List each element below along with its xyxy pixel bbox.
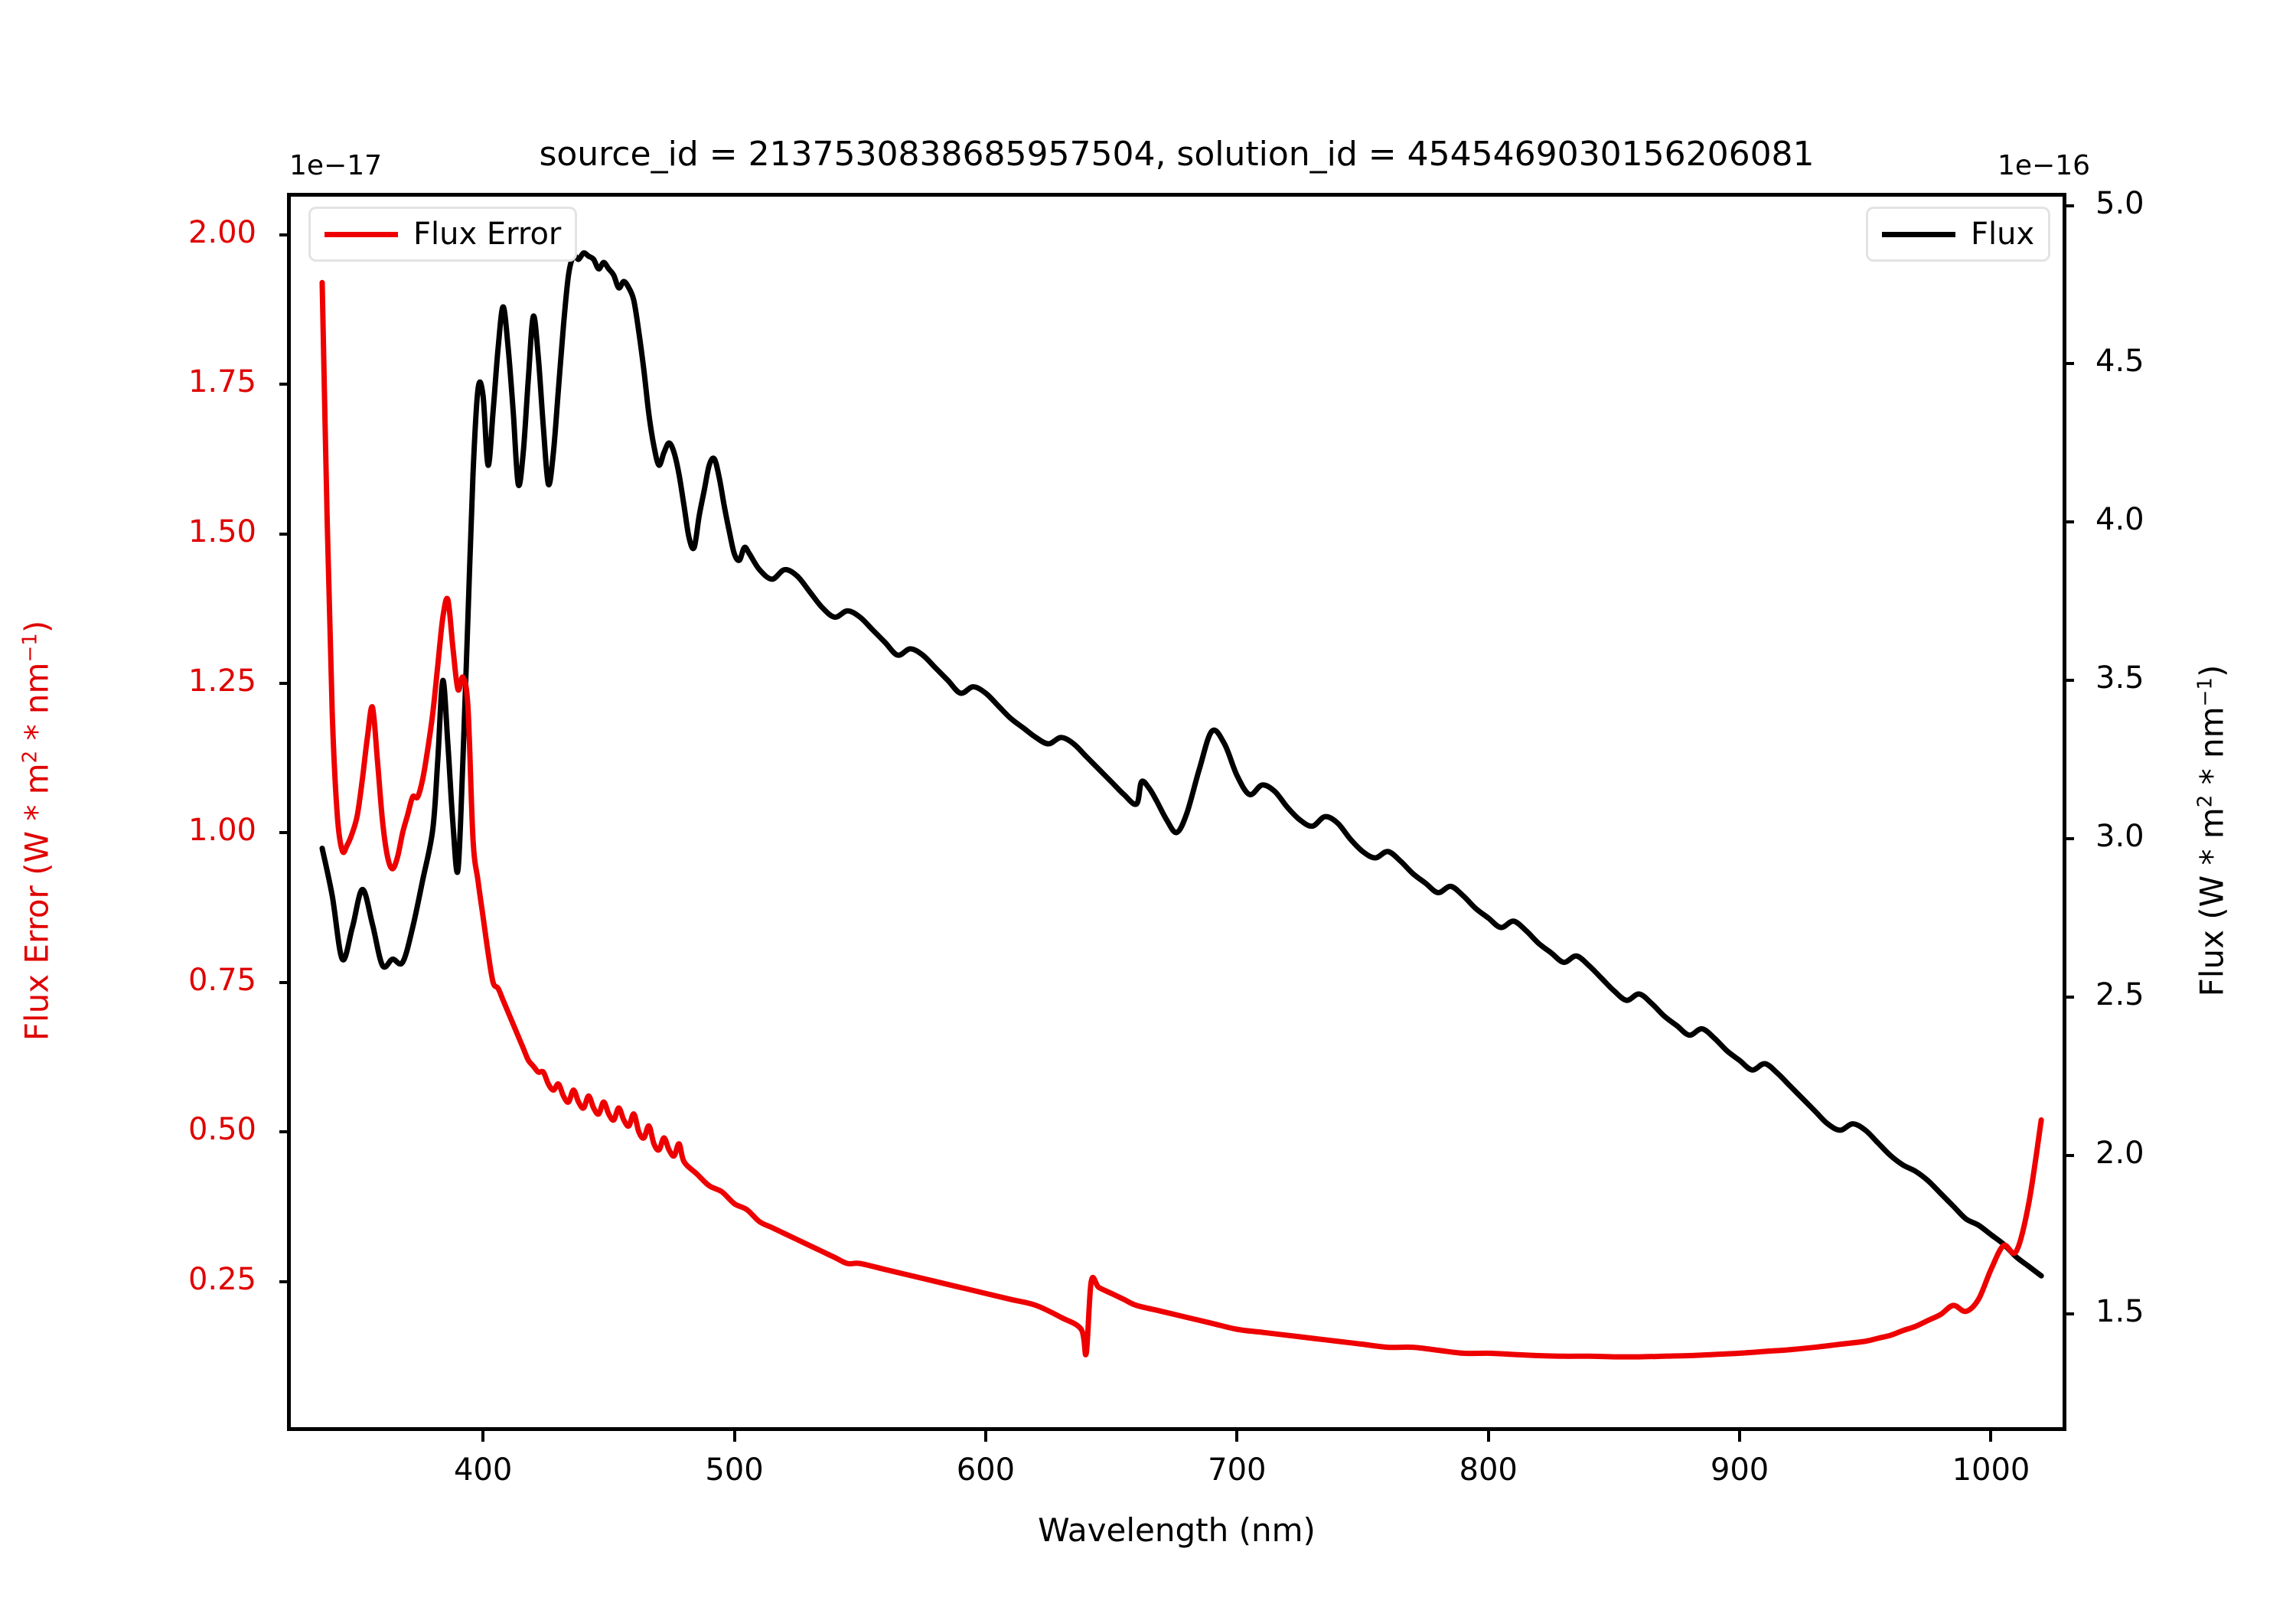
x-axis-tickmark <box>1989 1431 1993 1442</box>
x-axis-tick-label: 1000 <box>1952 1452 2030 1488</box>
left-axis-tick-label: 1.00 <box>188 813 256 849</box>
x-axis-tick-label: 800 <box>1459 1452 1518 1488</box>
plot-area <box>319 250 2044 1360</box>
right-axis-tickmark <box>2063 520 2074 524</box>
legend-flux-error[interactable]: Flux Error <box>308 207 578 262</box>
x-axis-tick-label: 700 <box>1208 1452 1267 1488</box>
left-axis-tick-label: 0.50 <box>188 1112 256 1148</box>
flux-error-line <box>319 279 2044 1360</box>
right-axis-tick-label: 3.5 <box>2095 660 2144 696</box>
legend-line-icon-flux-error <box>325 231 398 237</box>
x-axis-tickmark <box>1738 1431 1742 1442</box>
right-axis-tick-label: 2.5 <box>2095 977 2144 1013</box>
left-axis-tickmark <box>279 980 290 984</box>
left-axis-tickmark <box>279 1130 290 1134</box>
left-axis-tickmark <box>279 532 290 536</box>
left-axis-tickmark <box>279 1279 290 1283</box>
right-axis-tickmark <box>2063 996 2074 999</box>
right-axis-label: Flux (W * m2 * nm−1) <box>2193 664 2231 997</box>
left-axis-tickmark <box>279 681 290 685</box>
left-axis-tickmark <box>279 831 290 835</box>
legend-line-icon-flux <box>1882 231 1955 237</box>
right-axis-tick-label: 4.5 <box>2095 344 2144 380</box>
left-axis-tick-label: 1.25 <box>188 663 256 699</box>
left-axis-tick-label: 1.75 <box>188 364 256 400</box>
right-axis-offset-text: 1e−16 <box>1998 150 2091 181</box>
x-axis-tick-label: 400 <box>453 1452 513 1488</box>
right-axis-tickmark <box>2063 837 2074 841</box>
flux-line <box>319 250 2044 1279</box>
x-axis-tick-label: 500 <box>705 1452 764 1488</box>
right-axis-tickmark <box>2063 362 2074 366</box>
right-axis-tick-label: 1.5 <box>2095 1293 2144 1329</box>
x-axis-tick-label: 600 <box>956 1452 1016 1488</box>
right-axis-tick-label: 4.0 <box>2095 502 2144 538</box>
left-axis-label: Flux Error (W * m2 * nm−1) <box>18 620 56 1041</box>
right-axis-tick-label: 2.0 <box>2095 1135 2144 1171</box>
left-axis-tick-label: 0.25 <box>188 1261 256 1297</box>
legend-label-flux: Flux <box>1971 217 2035 252</box>
left-axis-tickmark <box>279 233 290 236</box>
left-axis-tickmark <box>279 383 290 386</box>
x-axis-tick-label: 900 <box>1710 1452 1769 1488</box>
left-axis-tick-label: 0.75 <box>188 962 256 998</box>
x-axis-tickmark <box>481 1431 485 1442</box>
x-axis-label: Wavelength (nm) <box>1038 1511 1316 1549</box>
x-axis-tickmark <box>1235 1431 1239 1442</box>
page-title: source_id = 2137530838685957504, solutio… <box>539 135 1815 174</box>
right-axis-tickmark <box>2063 204 2074 207</box>
left-axis-tick-label: 2.00 <box>188 214 256 250</box>
right-axis-tickmark <box>2063 1312 2074 1315</box>
x-axis-tickmark <box>1486 1431 1490 1442</box>
x-axis-tickmark <box>732 1431 736 1442</box>
left-axis-tick-label: 1.50 <box>188 513 256 549</box>
x-axis-tickmark <box>983 1431 987 1442</box>
legend-label-flux-error: Flux Error <box>413 217 562 252</box>
axes-frame <box>287 193 2066 1431</box>
right-axis-tick-label: 5.0 <box>2095 185 2144 221</box>
left-axis-offset-text: 1e−17 <box>289 150 383 181</box>
right-axis-tick-label: 3.0 <box>2095 819 2144 855</box>
right-axis-tickmark <box>2063 679 2074 683</box>
right-axis-tickmark <box>2063 1153 2074 1157</box>
legend-flux[interactable]: Flux <box>1866 207 2051 262</box>
